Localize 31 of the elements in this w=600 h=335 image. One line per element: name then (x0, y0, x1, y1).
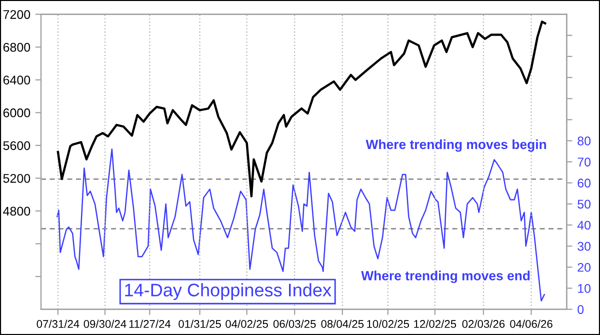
y2-tick-label: 60 (578, 178, 591, 188)
y-tick-label: 5600 (3, 141, 30, 150)
x-tick-label: 01/31/25 (178, 320, 221, 328)
x-tick-label: 02/03/26 (462, 320, 505, 328)
y2-tick-label: 10 (578, 284, 591, 293)
y2-tick-label: 80 (578, 136, 591, 146)
annotation: Where trending moves begin (366, 139, 546, 152)
y-tick-label: 6800 (3, 42, 30, 52)
y-tick-label: 6400 (3, 76, 30, 85)
y2-tick-label: 20 (578, 262, 591, 272)
x-tick-label: 10/02/25 (367, 320, 410, 328)
y2-tick-label: 50 (578, 200, 591, 209)
line-series (56, 20, 546, 198)
y-tick-label: 5200 (3, 174, 30, 183)
x-tick-label: 08/04/25 (321, 320, 364, 328)
y-tick-label: 6000 (3, 108, 30, 118)
series-label: 14-Day Choppiness Index (125, 283, 332, 300)
y-tick-label: 7200 (3, 10, 30, 19)
y-tick-label: 4800 (3, 206, 30, 216)
y2-tick-label: 30 (578, 242, 591, 251)
y2-tick-label: 70 (578, 158, 591, 166)
x-tick-label: 07/31/24 (36, 320, 80, 328)
x-tick-label: 06/03/25 (273, 320, 316, 328)
y2-tick-label: 0 (578, 305, 584, 314)
y2-tick-label: 40 (577, 220, 591, 230)
x-tick-label: 04/02/25 (226, 320, 268, 328)
x-tick-label: 12/02/25 (414, 320, 456, 328)
annotation: Where trending moves end (361, 270, 530, 284)
x-tick-label: 11/27/24 (129, 320, 171, 328)
x-tick-label: 04/06/26 (510, 320, 552, 328)
x-tick-label: 09/30/24 (84, 320, 126, 328)
